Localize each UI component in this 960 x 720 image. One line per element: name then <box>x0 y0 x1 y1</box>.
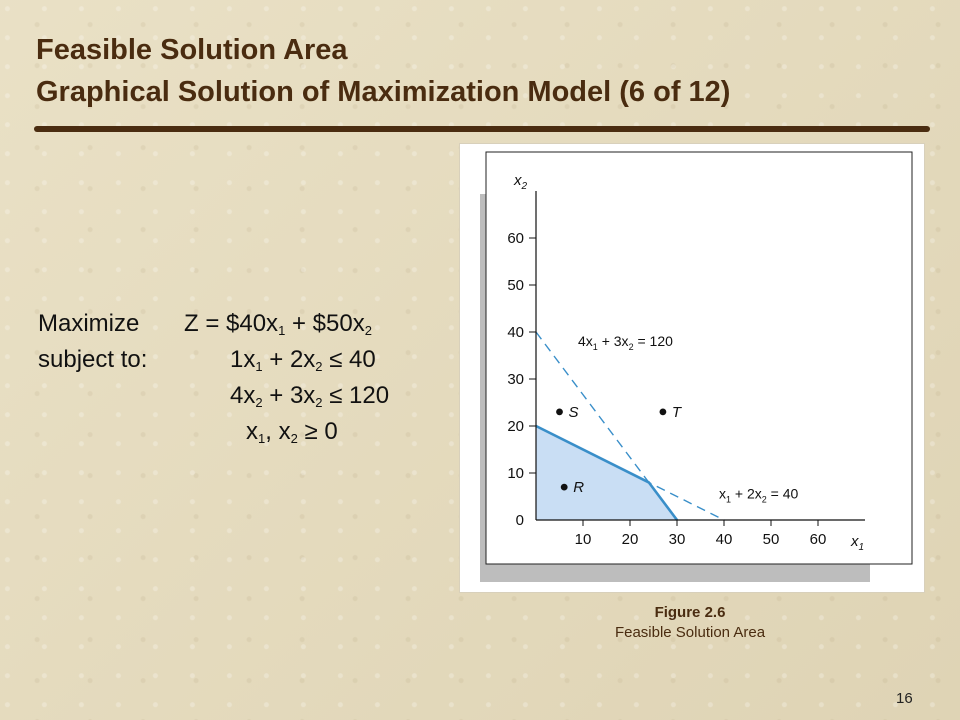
objective-sub1: 1 <box>278 323 286 338</box>
feasible-boundary <box>535 424 679 521</box>
objective-term1: Z = $40x <box>184 310 279 337</box>
constraint-label-sub2: 2 <box>762 495 767 505</box>
y-tick-label: 20 <box>507 418 524 435</box>
x-axis-label-sub: 1 <box>859 542 865 553</box>
x-tick-label: 30 <box>669 531 686 548</box>
page-number: 16 <box>896 690 913 707</box>
frame-border <box>485 151 913 565</box>
x-tick-label: 50 <box>763 531 780 548</box>
y-tick-label: 0 <box>516 512 524 529</box>
objective-expression: Z = $40x1 + $50x2 <box>184 306 372 349</box>
constraint-label-sub1: 1 <box>593 342 598 352</box>
c2-sub2: 2 <box>315 395 323 410</box>
constraint-label-sub1: 1 <box>726 495 731 505</box>
slide-title-line2: Graphical Solution of Maximization Model… <box>36 76 731 108</box>
c1-relation: ≤ 40 <box>322 346 376 373</box>
feasible-region <box>536 426 677 520</box>
point-t <box>659 408 667 416</box>
c3-sub1: 1 <box>258 431 266 446</box>
y-axis-label-sub: 2 <box>521 181 528 192</box>
solution-points: S T R <box>556 404 683 496</box>
c2-sub1: 2 <box>255 395 263 410</box>
point-r <box>560 483 568 491</box>
c1-sub2: 2 <box>315 359 323 374</box>
constraint-label-rhs: = 40 <box>767 486 799 502</box>
figure-number: Figure 2.6 <box>654 604 726 621</box>
point-label-s: S <box>569 404 579 421</box>
c3-sub2: 2 <box>290 431 298 446</box>
constraint-label-1: 4x1 + 3x2 = 120 <box>578 333 673 352</box>
x-tick-label: 10 <box>575 531 592 548</box>
y-tick-label: 40 <box>507 324 524 341</box>
constraint-label-sub2: 2 <box>629 342 634 352</box>
x-tick-label: 40 <box>716 531 733 548</box>
c2-term1: 4x <box>230 382 256 409</box>
c1-sub1: 1 <box>255 359 263 374</box>
constraint-lines <box>535 331 725 521</box>
y-tick-label: 60 <box>507 230 524 247</box>
objective-sub2: 2 <box>364 323 372 338</box>
y-ticks: 0 10 20 30 40 50 60 <box>507 230 536 529</box>
c1-term2: + 2x <box>262 346 316 373</box>
constraint-3: x1, x2 ≥ 0 <box>246 414 338 457</box>
c3-term1: x <box>246 418 258 445</box>
constraint-1: 1x1 + 2x2 ≤ 40 <box>230 342 376 385</box>
y-tick-label: 50 <box>507 277 524 294</box>
y-tick-label: 10 <box>507 465 524 482</box>
constraint-label-term1: 4x <box>578 333 593 349</box>
c2-term2: + 3x <box>262 382 316 409</box>
constraint-label-2: x1 + 2x2 = 40 <box>719 486 799 505</box>
point-label-t: T <box>672 404 683 421</box>
point-label-r: R <box>573 479 584 496</box>
objective-term2: + $50x <box>285 310 365 337</box>
constraint-label-term2: + 3x <box>598 333 629 349</box>
point-s <box>556 408 563 416</box>
constraint-2: 4x2 + 3x2 ≤ 120 <box>230 378 389 421</box>
y-tick-label: 30 <box>507 371 524 388</box>
constraint-label-term2: + 2x <box>731 486 762 502</box>
x-ticks: 10 20 30 40 50 60 <box>575 520 827 548</box>
objective-label: Maximize <box>38 310 140 337</box>
c3-relation: ≥ 0 <box>297 418 338 445</box>
c1-term1: 1x <box>230 346 256 373</box>
constraints-label: subject to: <box>38 346 148 373</box>
x-tick-label: 20 <box>622 531 639 548</box>
constraint-label-rhs: = 120 <box>634 333 674 349</box>
x-tick-label: 60 <box>810 531 827 548</box>
c2-relation: ≤ 120 <box>322 382 390 409</box>
c3-term2: , x <box>265 418 291 445</box>
title-underline <box>34 126 930 132</box>
constraint-label-term1: x <box>719 486 726 502</box>
slide-title-line1: Feasible Solution Area <box>36 34 348 66</box>
figure-caption: Feasible Solution Area <box>614 624 766 641</box>
